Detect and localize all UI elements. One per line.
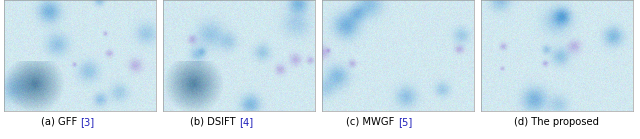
- Text: [5]: [5]: [398, 117, 412, 127]
- Text: (b) DSIFT: (b) DSIFT: [190, 117, 239, 127]
- Text: [3]: [3]: [80, 117, 94, 127]
- Text: [4]: [4]: [239, 117, 253, 127]
- Text: (c) MWGF: (c) MWGF: [346, 117, 398, 127]
- Text: (d) The proposed: (d) The proposed: [515, 117, 600, 127]
- Text: (a) GFF: (a) GFF: [40, 117, 80, 127]
